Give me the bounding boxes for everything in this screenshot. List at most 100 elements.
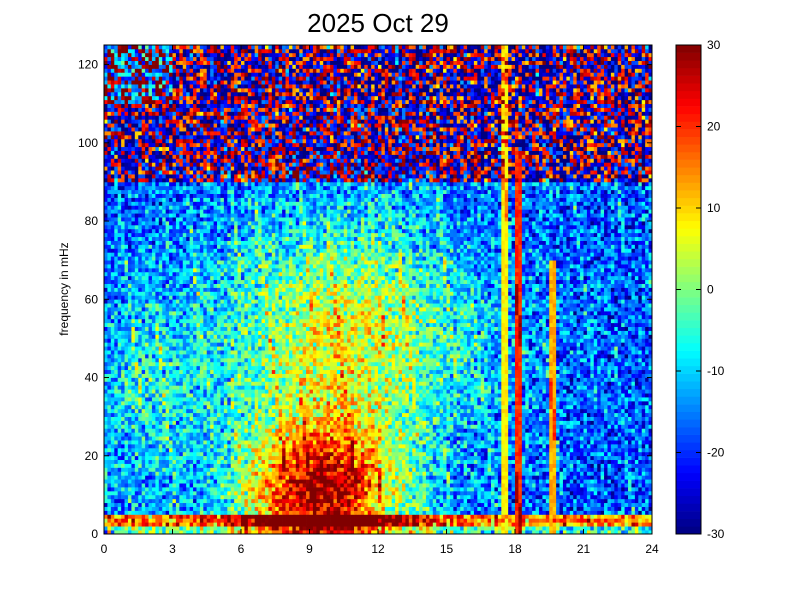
heatmap-cell xyxy=(401,424,406,429)
heatmap-cell xyxy=(559,490,564,496)
heatmap-cell xyxy=(371,455,375,461)
heatmap-cell xyxy=(288,502,293,507)
heatmap-cell xyxy=(449,506,454,511)
heatmap-cell xyxy=(182,416,187,421)
heatmap-cell xyxy=(127,416,132,421)
heatmap-cell xyxy=(343,502,348,507)
heatmap-cell xyxy=(336,498,341,504)
heatmap-cell xyxy=(497,412,502,417)
heatmap-cell xyxy=(604,479,608,484)
heatmap-cell xyxy=(306,424,310,429)
heatmap-cell xyxy=(247,498,252,504)
heatmap-cell xyxy=(412,479,417,484)
heatmap-cell xyxy=(117,455,122,461)
heatmap-cell xyxy=(117,436,122,441)
heatmap-cell xyxy=(449,471,454,476)
heatmap-cell xyxy=(590,416,595,421)
heatmap-cell xyxy=(528,475,533,480)
heatmap-cell xyxy=(648,463,652,468)
heatmap-cell xyxy=(484,518,488,523)
heatmap-cell xyxy=(576,471,581,476)
heatmap-cell xyxy=(330,530,334,534)
heatmap-cell xyxy=(175,467,180,472)
heatmap-cell xyxy=(501,451,506,457)
heatmap-cell xyxy=(480,471,485,476)
heatmap-cell xyxy=(162,471,166,476)
heatmap-cell xyxy=(600,420,605,425)
heatmap-cell xyxy=(258,436,262,441)
heatmap-cell xyxy=(491,440,495,445)
heatmap-cell xyxy=(634,440,639,445)
heatmap-cell xyxy=(206,479,211,484)
heatmap-cell xyxy=(138,530,143,534)
heatmap-cell xyxy=(384,451,389,457)
heatmap-cell xyxy=(367,479,372,484)
heatmap-cell xyxy=(234,502,238,507)
heatmap-cell xyxy=(306,487,310,492)
heatmap-cell xyxy=(364,483,369,488)
heatmap-cell xyxy=(275,518,280,523)
heatmap-cell xyxy=(127,490,132,496)
heatmap-cell xyxy=(193,455,197,461)
heatmap-cell xyxy=(545,483,550,488)
heatmap-cell xyxy=(621,463,625,468)
heatmap-cell xyxy=(330,471,334,476)
heatmap-cell xyxy=(134,471,139,476)
heatmap-cell xyxy=(412,530,417,534)
heatmap-cell xyxy=(566,510,571,515)
heatmap-cell xyxy=(549,467,554,472)
heatmap-cell xyxy=(477,502,482,507)
heatmap-cell xyxy=(607,440,612,445)
heatmap-cell xyxy=(172,487,177,492)
heatmap-cell xyxy=(494,432,499,437)
heatmap-cell xyxy=(453,502,458,507)
heatmap-cell xyxy=(141,490,146,496)
heatmap-cell xyxy=(350,471,355,476)
heatmap-cell xyxy=(285,436,290,441)
heatmap-cell xyxy=(186,424,190,429)
heatmap-cell xyxy=(552,436,557,441)
heatmap-cell xyxy=(271,506,276,511)
heatmap-cell xyxy=(610,424,615,429)
heatmap-cell xyxy=(336,428,341,433)
heatmap-cell xyxy=(648,447,652,453)
heatmap-cell xyxy=(562,412,567,417)
heatmap-cell xyxy=(186,518,190,523)
heatmap-cell xyxy=(621,416,625,421)
heatmap-cell xyxy=(597,432,601,437)
heatmap-cell xyxy=(309,502,314,507)
heatmap-cell xyxy=(511,428,516,433)
heatmap-cell xyxy=(566,459,571,464)
heatmap-cell xyxy=(306,490,310,496)
heatmap-cell xyxy=(597,436,601,441)
heatmap-cell xyxy=(453,510,458,515)
heatmap-cell xyxy=(189,475,194,480)
heatmap-cell xyxy=(487,447,492,453)
heatmap-cell xyxy=(217,518,221,523)
heatmap-cell xyxy=(306,522,310,527)
heatmap-cell xyxy=(381,451,386,457)
heatmap-cell xyxy=(401,510,406,515)
heatmap-cell xyxy=(432,494,437,500)
heatmap-cell xyxy=(487,428,492,433)
heatmap-cell xyxy=(241,487,245,492)
heatmap-cell xyxy=(193,424,197,429)
heatmap-cell xyxy=(271,436,276,441)
heatmap-cell xyxy=(213,440,218,445)
heatmap-cell xyxy=(432,506,437,511)
heatmap-cell xyxy=(412,498,417,504)
heatmap-cell xyxy=(484,424,488,429)
heatmap-cell xyxy=(295,483,300,488)
heatmap-cell xyxy=(319,471,324,476)
heatmap-cell xyxy=(151,416,156,421)
heatmap-cell xyxy=(220,514,225,519)
heatmap-cell xyxy=(593,490,598,496)
heatmap-cell xyxy=(508,432,512,437)
heatmap-cell xyxy=(237,510,242,515)
heatmap-cell xyxy=(484,475,488,480)
heatmap-cell xyxy=(398,510,403,515)
heatmap-cell xyxy=(453,444,458,449)
heatmap-cell xyxy=(306,463,310,468)
heatmap-cell xyxy=(241,510,245,515)
heatmap-cell xyxy=(203,514,208,519)
